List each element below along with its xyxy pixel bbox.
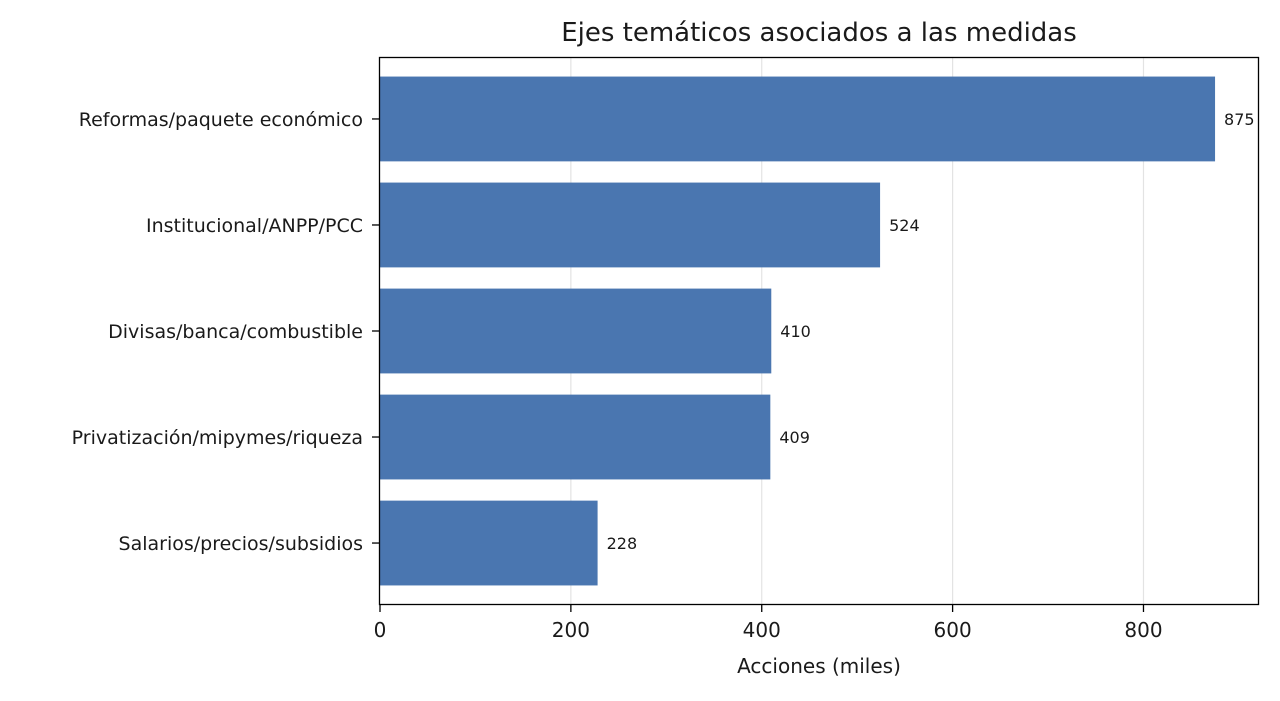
x-axis: 0 200 400 600 800: [374, 604, 1163, 642]
x-axis-label: Acciones (miles): [737, 654, 901, 678]
x-tick-label: 600: [934, 618, 972, 642]
chart-title: Ejes temáticos asociados a las medidas: [561, 18, 1077, 48]
bar: [380, 76, 1216, 162]
bar: [380, 500, 598, 586]
x-tick-label: 200: [552, 618, 590, 642]
bars-layer: [380, 76, 1216, 586]
bar-value-label: 410: [780, 322, 811, 341]
x-tick-label: 400: [743, 618, 781, 642]
value-labels-layer: 875 524 410 409 228: [607, 110, 1255, 553]
y-tick-label: Salarios/precios/subsidios: [119, 533, 363, 555]
y-tick-label: Divisas/banca/combustible: [108, 321, 363, 343]
x-tick-label: 800: [1124, 618, 1162, 642]
bar-value-label: 524: [889, 216, 920, 235]
bar-value-label: 228: [607, 534, 638, 553]
bar-value-label: 875: [1224, 110, 1255, 129]
bar: [380, 182, 881, 268]
bar: [380, 288, 772, 374]
bar-value-label: 409: [779, 428, 810, 447]
y-tick-label: Reformas/paquete económico: [79, 109, 363, 131]
bar: [380, 394, 771, 480]
y-tick-label: Privatización/mipymes/riqueza: [72, 427, 363, 449]
y-axis: Reformas/paquete económico Institucional/…: [72, 109, 380, 555]
y-tick-label: Institucional/ANPP/PCC: [146, 215, 363, 237]
x-tick-label: 0: [374, 618, 387, 642]
